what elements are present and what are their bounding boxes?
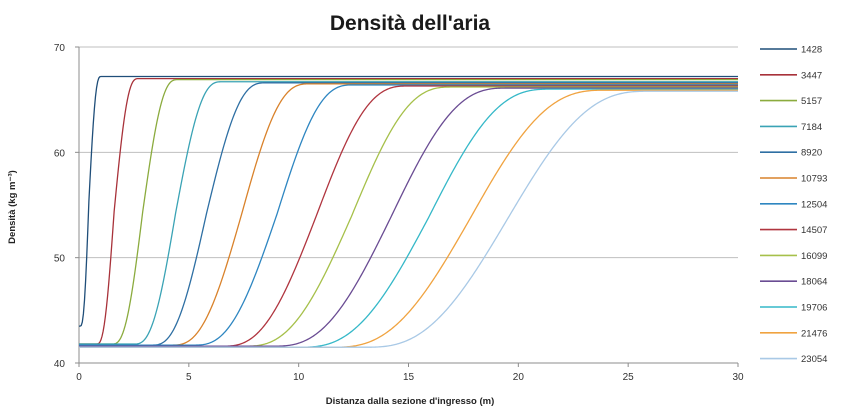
- x-tick-label: 20: [513, 372, 525, 383]
- legend-label-7184: 7184: [801, 122, 822, 133]
- y-tick-label: 40: [54, 359, 66, 370]
- series-line-7184: [79, 81, 738, 345]
- series-line-23054: [79, 90, 738, 348]
- legend-label-23054: 23054: [801, 354, 827, 365]
- legend-label-10793: 10793: [801, 174, 827, 185]
- x-tick-label: 10: [293, 372, 305, 383]
- legend-label-5157: 5157: [801, 96, 822, 107]
- series-line-3447: [79, 77, 738, 345]
- series-line-12504: [79, 84, 738, 346]
- y-tick-label: 50: [54, 254, 66, 265]
- legend: 1428 3447 5157 7184 8920 10793 12504 14507 16099…: [760, 45, 827, 365]
- x-tick-label: 15: [403, 372, 415, 383]
- series-line-21476: [79, 89, 738, 348]
- gridlines: [79, 46, 738, 259]
- y-tick-label: 70: [54, 43, 66, 54]
- legend-label-8920: 8920: [801, 148, 822, 159]
- y-tick-label: 60: [54, 148, 66, 159]
- legend-label-16099: 16099: [801, 251, 827, 262]
- x-tick-label: 5: [186, 372, 192, 383]
- x-tick-label: 25: [623, 372, 635, 383]
- series-line-10793: [79, 83, 738, 346]
- legend-label-19706: 19706: [801, 303, 827, 314]
- legend-label-1428: 1428: [801, 45, 822, 56]
- series-lines: [79, 75, 738, 348]
- tick-labels: 40 50 60 70 0 5 10 15 20 25 30: [54, 43, 744, 383]
- x-tick-label: 0: [76, 372, 82, 383]
- x-tick-label: 30: [732, 372, 744, 383]
- y-axis-label: Densità (kg m⁻³): [7, 170, 18, 244]
- legend-label-18064: 18064: [801, 277, 827, 288]
- series-line-18064: [79, 87, 738, 347]
- legend-label-12504: 12504: [801, 199, 827, 210]
- series-line-16099: [79, 86, 738, 347]
- series-line-8920: [79, 82, 738, 346]
- legend-label-14507: 14507: [801, 225, 827, 236]
- series-line-1428: [79, 75, 738, 327]
- chart-title: Densità dell'aria: [330, 12, 491, 35]
- axes: [75, 46, 739, 367]
- x-axis-label: Distanza dalla sezione d'ingresso (m): [326, 396, 495, 407]
- legend-label-3447: 3447: [801, 70, 822, 81]
- series-line-14507: [79, 85, 738, 347]
- series-line-19706: [79, 88, 738, 348]
- legend-label-21476: 21476: [801, 328, 827, 339]
- series-line-5157: [79, 79, 738, 345]
